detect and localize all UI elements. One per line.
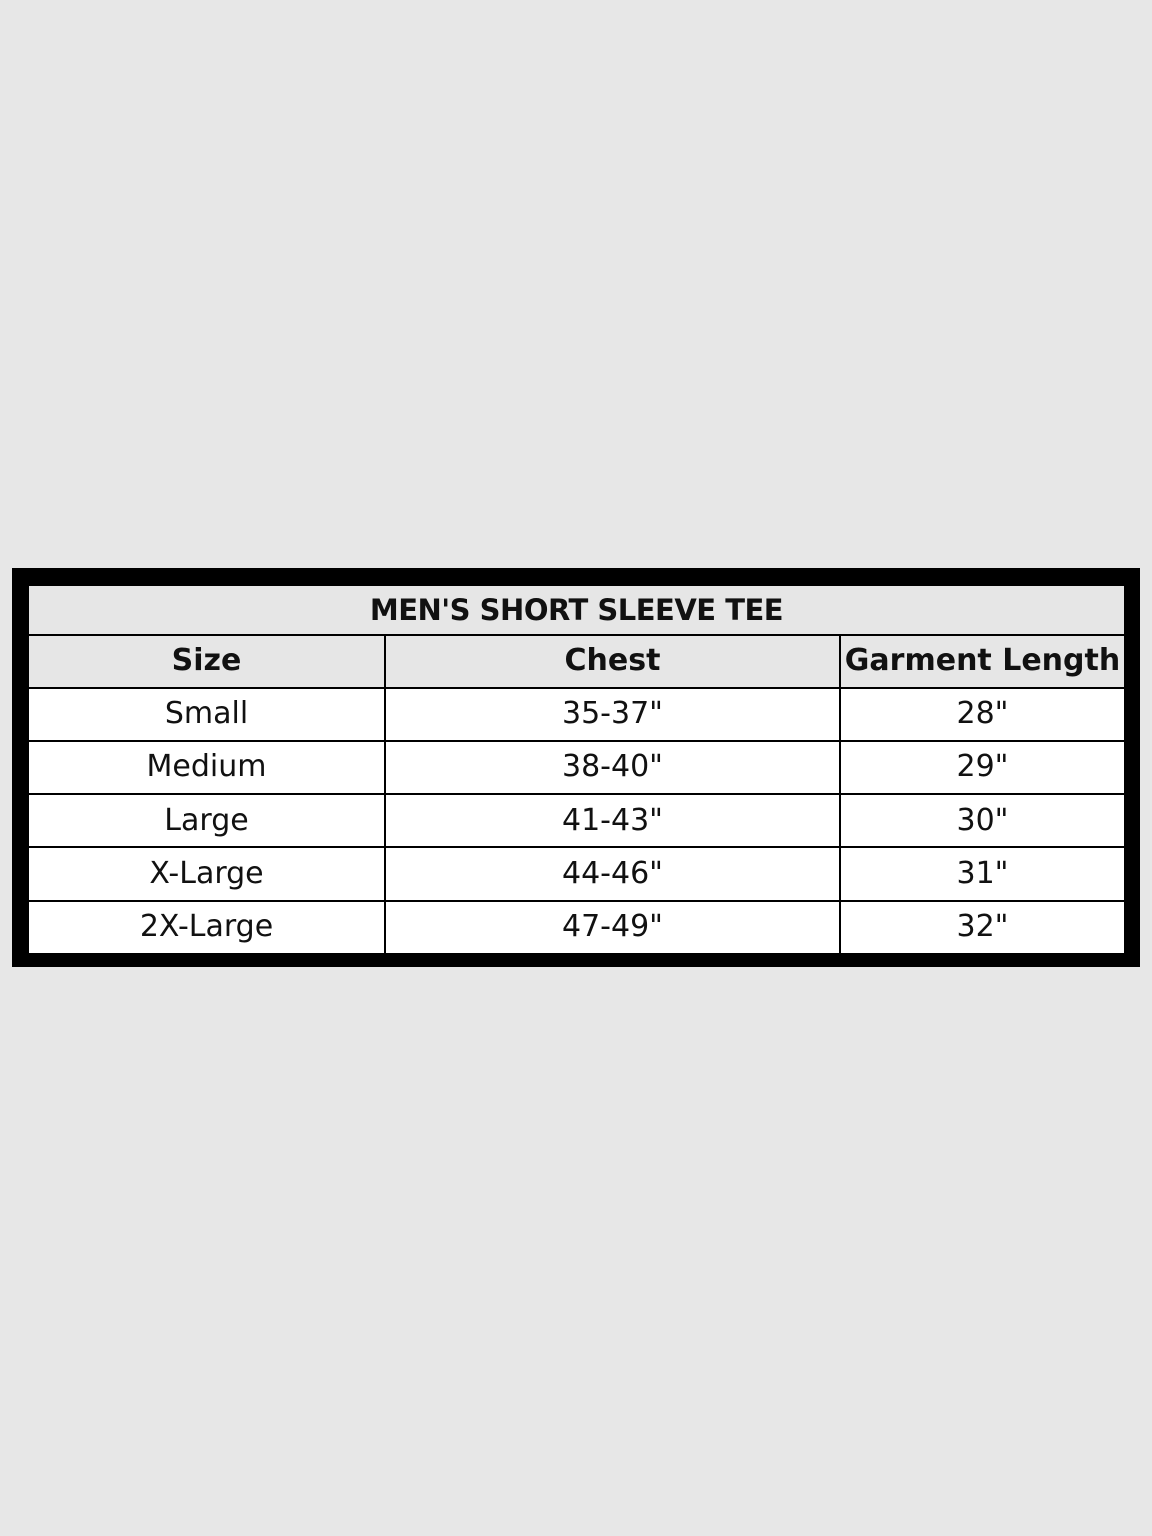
table-title: MEN'S SHORT SLEEVE TEE [27, 583, 1126, 637]
cell-length: 31" [839, 846, 1126, 902]
cell-chest: 41-43" [384, 793, 841, 849]
header-chest: Chest [384, 634, 841, 689]
cell-chest: 38-40" [384, 739, 841, 796]
table-row: X-Large 44-46" 31" [27, 846, 1126, 902]
cell-chest: 35-37" [384, 686, 841, 742]
cell-length: 28" [839, 686, 1126, 742]
cell-chest: 47-49" [384, 899, 841, 956]
header-row: Size Chest Garment Length [27, 634, 1126, 689]
cell-length: 29" [839, 739, 1126, 796]
table-row: Large 41-43" 30" [27, 793, 1126, 849]
table-row: Small 35-37" 28" [27, 686, 1126, 742]
cell-chest: 44-46" [384, 846, 841, 902]
table-row: 2X-Large 47-49" 32" [27, 899, 1126, 956]
cell-length: 32" [839, 899, 1126, 956]
cell-size: Large [27, 793, 386, 849]
cell-size: X-Large [27, 846, 386, 902]
header-size: Size [27, 634, 386, 689]
table-row: Medium 38-40" 29" [27, 739, 1126, 796]
header-garment-length: Garment Length [839, 634, 1126, 689]
cell-size: 2X-Large [27, 899, 386, 956]
cell-length: 30" [839, 793, 1126, 849]
size-chart-frame: MEN'S SHORT SLEEVE TEE Size Chest Garmen… [12, 568, 1140, 967]
cell-size: Small [27, 686, 386, 742]
title-row: MEN'S SHORT SLEEVE TEE [27, 583, 1126, 637]
cell-size: Medium [27, 739, 386, 796]
size-chart-table: MEN'S SHORT SLEEVE TEE Size Chest Garmen… [27, 583, 1126, 956]
